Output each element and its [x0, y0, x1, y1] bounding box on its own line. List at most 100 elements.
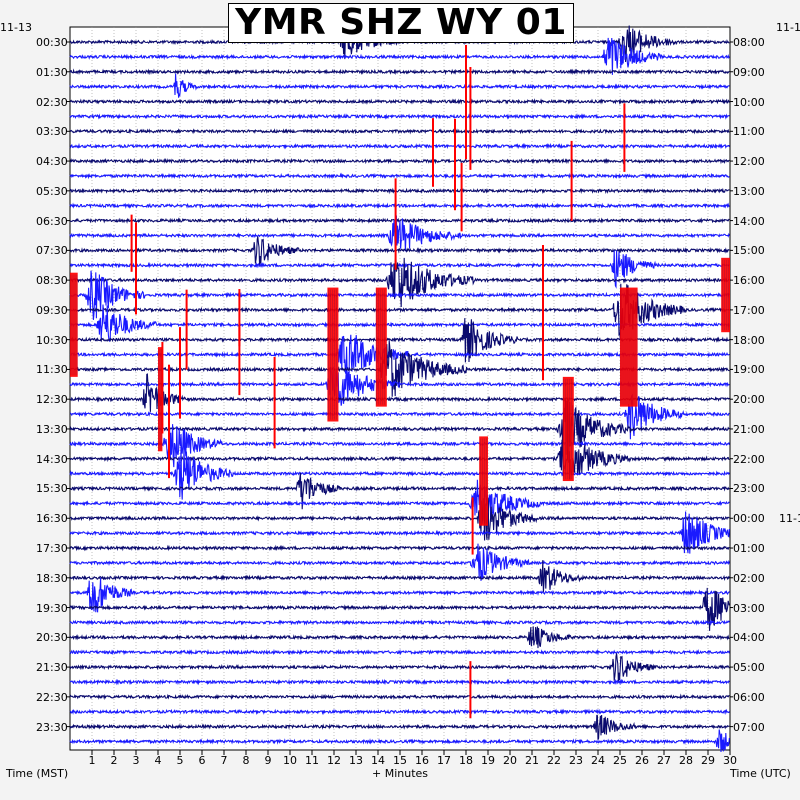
trace-line-04:30 — [70, 157, 730, 165]
left-time-label: 17:30 — [36, 542, 68, 556]
left-time-label: 22:30 — [36, 690, 68, 704]
clipped-blocks — [70, 257, 730, 526]
x-tick-label-1: 1 — [88, 754, 96, 767]
right-time-label: 14:00 — [733, 214, 765, 228]
trace-line-20:30 — [69, 626, 730, 649]
x-tick-label-14: 14 — [371, 754, 385, 767]
left-time-label: 00:30 — [36, 36, 68, 49]
right-time-label: 11:00 — [733, 125, 765, 139]
x-tick-label-16: 16 — [415, 754, 429, 767]
x-tick-label-20: 20 — [503, 754, 517, 767]
x-tick-label-18: 18 — [459, 754, 473, 767]
trace-line-00:30 — [69, 37, 730, 75]
chart-title-box: YMR SHZ WY 01 — [228, 3, 574, 43]
left-time-label: 23:30 — [36, 720, 68, 734]
right-time-label: 19:00 — [733, 363, 765, 377]
x-tick-label-13: 13 — [349, 754, 363, 767]
right-time-label: 13:00 — [733, 184, 765, 198]
seismic-traces — [69, 25, 730, 753]
x-tick-label-23: 23 — [569, 754, 583, 767]
trace-line-19:30 — [69, 587, 730, 631]
trace-line-07:30 — [69, 250, 730, 289]
trace-line-22:30 — [69, 693, 730, 701]
trace-line-23:30 — [69, 729, 730, 753]
x-tick-label-29: 29 — [701, 754, 715, 767]
clipped-block — [327, 287, 339, 422]
trace-line-08:30 — [69, 254, 730, 308]
trace-line-01:30 — [69, 68, 730, 76]
y-axis-ticks — [67, 41, 733, 728]
left-time-label: 03:30 — [36, 125, 68, 139]
x-tick-label-28: 28 — [679, 754, 693, 767]
trace-line-13:30 — [69, 424, 730, 471]
x-tick-label-6: 6 — [198, 754, 206, 767]
x-tick-label-10: 10 — [283, 754, 297, 767]
right-axis-title: Time (UTC) — [730, 767, 791, 780]
left-date-label: 11-13 — [0, 21, 32, 34]
right-time-label: 23:00 — [733, 482, 765, 496]
right-time-label: 18:00 — [733, 333, 765, 347]
trace-line-06:30 — [69, 215, 730, 252]
clipped-block — [721, 257, 730, 333]
right-time-label: 15:00 — [733, 244, 765, 258]
trace-line-17:30 — [69, 544, 730, 552]
trace-line-18:30 — [69, 560, 730, 593]
right-time-label: 12:00 — [733, 155, 765, 169]
right-date-label-2: 11-14 — [779, 512, 800, 526]
left-time-label: 08:30 — [36, 274, 68, 288]
right-time-label: 10:00 — [733, 95, 765, 109]
right-time-label: 06:00 — [733, 690, 765, 704]
trace-line-21:30 — [69, 653, 730, 683]
left-time-label: 14:30 — [36, 452, 68, 466]
x-tick-label-9: 9 — [264, 754, 272, 767]
trace-line-03:30 — [69, 128, 730, 135]
trace-line-02:30 — [69, 113, 730, 120]
trace-line-19:30 — [69, 619, 730, 626]
x-tick-label-25: 25 — [613, 754, 627, 767]
trace-line-02:30 — [69, 98, 730, 105]
left-time-label: 13:30 — [36, 422, 68, 436]
trace-line-23:30 — [69, 714, 730, 740]
x-axis-ticks — [91, 750, 731, 755]
right-time-label: 02:00 — [733, 571, 765, 585]
trace-line-13:30 — [69, 399, 730, 455]
right-time-label: 00:00 — [733, 512, 765, 526]
left-time-label: 06:30 — [36, 214, 68, 228]
left-axis-title: Time (MST) — [6, 767, 69, 780]
left-time-label: 09:30 — [36, 303, 68, 317]
chart-title: YMR SHZ WY 01 — [235, 2, 567, 43]
left-time-label: 16:30 — [36, 512, 68, 526]
right-time-label: 16:00 — [733, 274, 765, 288]
x-tick-label-27: 27 — [657, 754, 671, 767]
x-tick-label-11: 11 — [305, 754, 319, 767]
left-time-label: 21:30 — [36, 661, 68, 675]
trace-line-03:30 — [69, 142, 730, 150]
x-tick-label-15: 15 — [393, 754, 407, 767]
clipped-block — [479, 436, 488, 526]
x-tick-label-3: 3 — [132, 754, 140, 767]
trace-line-07:30 — [69, 236, 730, 267]
x-tick-label-8: 8 — [242, 754, 250, 767]
right-time-label: 04:00 — [733, 631, 765, 645]
trace-line-04:30 — [69, 172, 730, 180]
right-time-label: 17:00 — [733, 303, 765, 317]
left-time-label: 01:30 — [36, 65, 68, 79]
left-time-label: 10:30 — [36, 333, 68, 347]
right-time-label: 09:00 — [733, 65, 765, 79]
x-tick-label-2: 2 — [110, 754, 118, 767]
trace-line-16:30 — [69, 497, 730, 541]
trace-line-20:30 — [69, 648, 730, 656]
trace-line-17:30 — [69, 543, 730, 581]
left-time-label: 02:30 — [36, 95, 68, 109]
left-time-label: 20:30 — [36, 631, 68, 645]
x-tick-label-26: 26 — [635, 754, 649, 767]
trace-line-14:30 — [69, 433, 730, 480]
trace-line-14:30 — [69, 445, 730, 500]
x-tick-label-24: 24 — [591, 754, 605, 767]
trace-line-15:30 — [69, 472, 730, 510]
clipped-block — [70, 272, 78, 377]
left-time-label: 18:30 — [36, 571, 68, 585]
right-time-label: 03:00 — [733, 601, 765, 615]
right-time-label: 21:00 — [733, 422, 765, 436]
